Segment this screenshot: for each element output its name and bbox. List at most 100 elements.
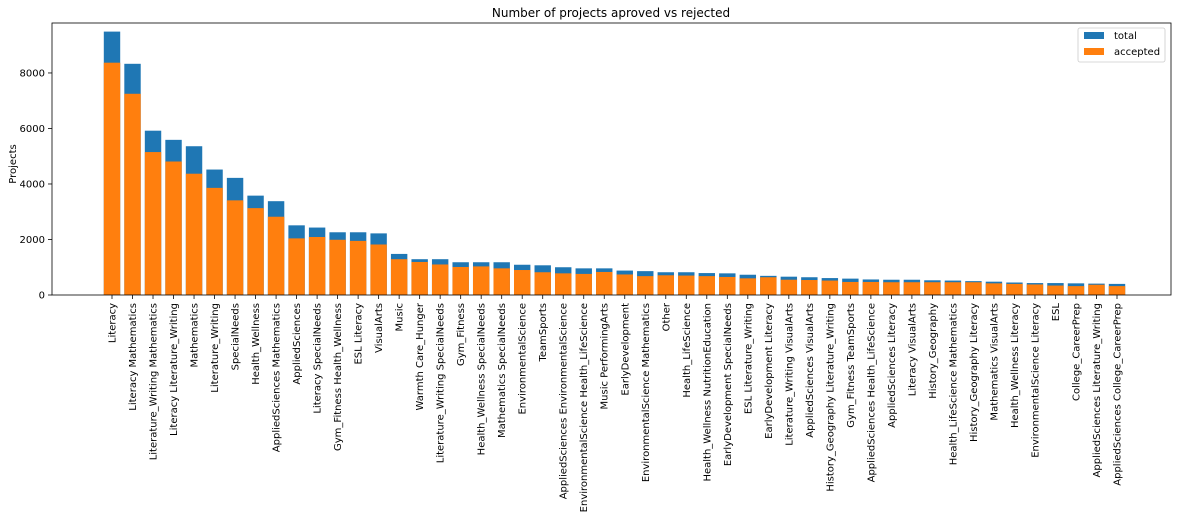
y-axis-label: Projects bbox=[8, 144, 19, 183]
bar-accepted bbox=[965, 282, 982, 295]
legend: total accepted bbox=[1077, 27, 1166, 63]
x-tick-label: Literature_Writing Mathematics bbox=[149, 303, 160, 460]
bar-accepted bbox=[247, 208, 264, 295]
legend-swatch-total bbox=[1084, 32, 1104, 39]
x-tick-label: AppliedSciences Health_LifeScience bbox=[866, 303, 877, 482]
x-tick-label: EnvironmentalScience bbox=[518, 303, 529, 415]
x-tick-label: EnvironmentalScience Mathematics bbox=[641, 303, 652, 482]
bar-accepted bbox=[308, 236, 326, 295]
x-tick-label: Mathematics bbox=[190, 303, 201, 367]
bar-accepted bbox=[411, 261, 428, 295]
x-tick-label: ESL Literacy bbox=[354, 303, 365, 365]
x-tick-label: Literacy SpecialNeeds bbox=[313, 303, 324, 414]
bar-accepted bbox=[1006, 283, 1023, 295]
x-tick-label: Warmth Care_Hunger bbox=[415, 302, 426, 410]
x-tick-label: Health_LifeScience Mathematics bbox=[948, 303, 959, 465]
bar-accepted bbox=[103, 62, 121, 296]
x-tick-label: Literacy Literature_Writing bbox=[169, 303, 180, 436]
bar-accepted bbox=[842, 281, 859, 295]
x-tick-label: AppliedSciences bbox=[292, 303, 303, 385]
bar-accepted bbox=[924, 282, 941, 295]
x-tick-label: Literacy Mathematics bbox=[128, 303, 139, 411]
bar-accepted bbox=[1067, 286, 1085, 295]
x-tick-label: SpecialNeeds bbox=[231, 303, 242, 370]
x-tick-label: Gym_Fitness TeamSports bbox=[846, 303, 857, 428]
bar-accepted bbox=[144, 152, 162, 295]
bar-accepted bbox=[985, 283, 1003, 295]
bar-accepted bbox=[124, 93, 141, 295]
bar-accepted bbox=[514, 270, 531, 295]
bar-accepted bbox=[1047, 285, 1064, 295]
bar-accepted bbox=[370, 244, 387, 295]
y-tick-label: 4000 bbox=[20, 179, 45, 190]
x-tick-label: College_CareerPrep bbox=[1071, 303, 1082, 401]
bar-accepted bbox=[206, 187, 223, 295]
x-tick-label: Literacy VisualArts bbox=[907, 303, 918, 396]
x-tick-label: AppliedSciences College_CareerPrep bbox=[1113, 303, 1124, 486]
y-tick-label: 8000 bbox=[20, 68, 45, 79]
x-tick-label: AppliedSciences Literacy bbox=[887, 303, 898, 428]
bar-accepted bbox=[472, 266, 490, 295]
x-tick-label: Mathematics VisualArts bbox=[989, 303, 1000, 421]
x-tick-label: Health_Wellness Literacy bbox=[1010, 303, 1021, 428]
bar-accepted bbox=[534, 272, 551, 295]
x-tick-label: ESL Literature_Writing bbox=[743, 303, 754, 414]
y-tick-label: 0 bbox=[39, 291, 45, 302]
x-tick-label: History_Geography Literature_Writing bbox=[825, 303, 836, 492]
bar-accepted bbox=[821, 280, 839, 295]
bar-accepted bbox=[719, 276, 736, 295]
bar-accepted bbox=[555, 273, 572, 295]
bar-accepted bbox=[637, 276, 654, 295]
bar-accepted bbox=[1026, 284, 1044, 295]
x-tick-label: EarlyDevelopment bbox=[620, 303, 631, 396]
x-tick-label: EarlyDevelopment Literacy bbox=[764, 303, 775, 439]
x-tick-label: Literature_Writing VisualArts bbox=[784, 303, 795, 446]
x-tick-label: EnvironmentalScience Health_LifeScience bbox=[579, 303, 590, 512]
x-axis-ticks: Literacy Literacy Mathematics Literature_W… bbox=[108, 295, 1124, 512]
bar-accepted bbox=[431, 264, 449, 295]
legend-swatch-accepted bbox=[1084, 48, 1104, 55]
x-tick-label: Health_Wellness NutritionEducation bbox=[702, 303, 713, 482]
x-tick-label: AppliedSciences Mathematics bbox=[272, 303, 283, 452]
x-tick-label: History_Geography bbox=[928, 303, 939, 399]
plot-frame bbox=[51, 22, 1172, 296]
x-tick-label: Gym_Fitness Health_Wellness bbox=[333, 303, 344, 451]
bar-accepted bbox=[493, 268, 510, 295]
x-tick-label: Health_Wellness SpecialNeeds bbox=[477, 303, 488, 455]
bar-accepted bbox=[1088, 284, 1105, 295]
x-tick-label: History_Geography Literacy bbox=[969, 303, 980, 442]
x-tick-label: AppliedSciences VisualArts bbox=[805, 303, 816, 438]
y-axis-ticks: 0 2000 4000 6000 8000 bbox=[20, 68, 52, 302]
bar-accepted bbox=[801, 280, 818, 295]
bar-accepted bbox=[185, 173, 203, 295]
x-tick-label: EarlyDevelopment SpecialNeeds bbox=[723, 303, 734, 466]
bar-accepted bbox=[390, 259, 408, 295]
bar-accepted bbox=[1108, 286, 1126, 295]
bar-accepted bbox=[616, 274, 633, 295]
x-tick-label: Other bbox=[661, 302, 672, 331]
bar-accepted bbox=[760, 277, 777, 295]
bar-accepted bbox=[862, 281, 880, 295]
chart-title: Number of projects aproved vs rejected bbox=[492, 6, 730, 20]
bar-accepted bbox=[678, 275, 695, 295]
bar-accepted bbox=[226, 200, 244, 295]
x-tick-label: Music bbox=[395, 303, 406, 331]
series-accepted-bars bbox=[103, 62, 1126, 296]
x-tick-label: Health_LifeScience bbox=[682, 303, 693, 398]
bar-accepted bbox=[575, 273, 592, 295]
x-tick-label: ESL bbox=[1051, 303, 1062, 322]
bar-accepted bbox=[944, 282, 962, 295]
y-tick-label: 2000 bbox=[20, 235, 45, 246]
legend-label-accepted: accepted bbox=[1114, 47, 1160, 58]
x-tick-label: Mathematics SpecialNeeds bbox=[497, 303, 508, 438]
bar-accepted bbox=[165, 161, 182, 295]
x-tick-label: AppliedSciences Literature_Writing bbox=[1092, 303, 1103, 477]
legend-label-total: total bbox=[1114, 31, 1137, 42]
bar-accepted bbox=[883, 282, 900, 295]
bar-accepted bbox=[349, 240, 367, 295]
x-tick-label: Literature_Writing bbox=[210, 303, 221, 393]
y-tick-label: 6000 bbox=[20, 124, 45, 135]
x-tick-label: Music PerformingArts bbox=[600, 303, 611, 409]
x-tick-label: EnvironmentalScience Literacy bbox=[1030, 303, 1041, 458]
x-tick-label: Literature_Writing SpecialNeeds bbox=[436, 303, 447, 463]
